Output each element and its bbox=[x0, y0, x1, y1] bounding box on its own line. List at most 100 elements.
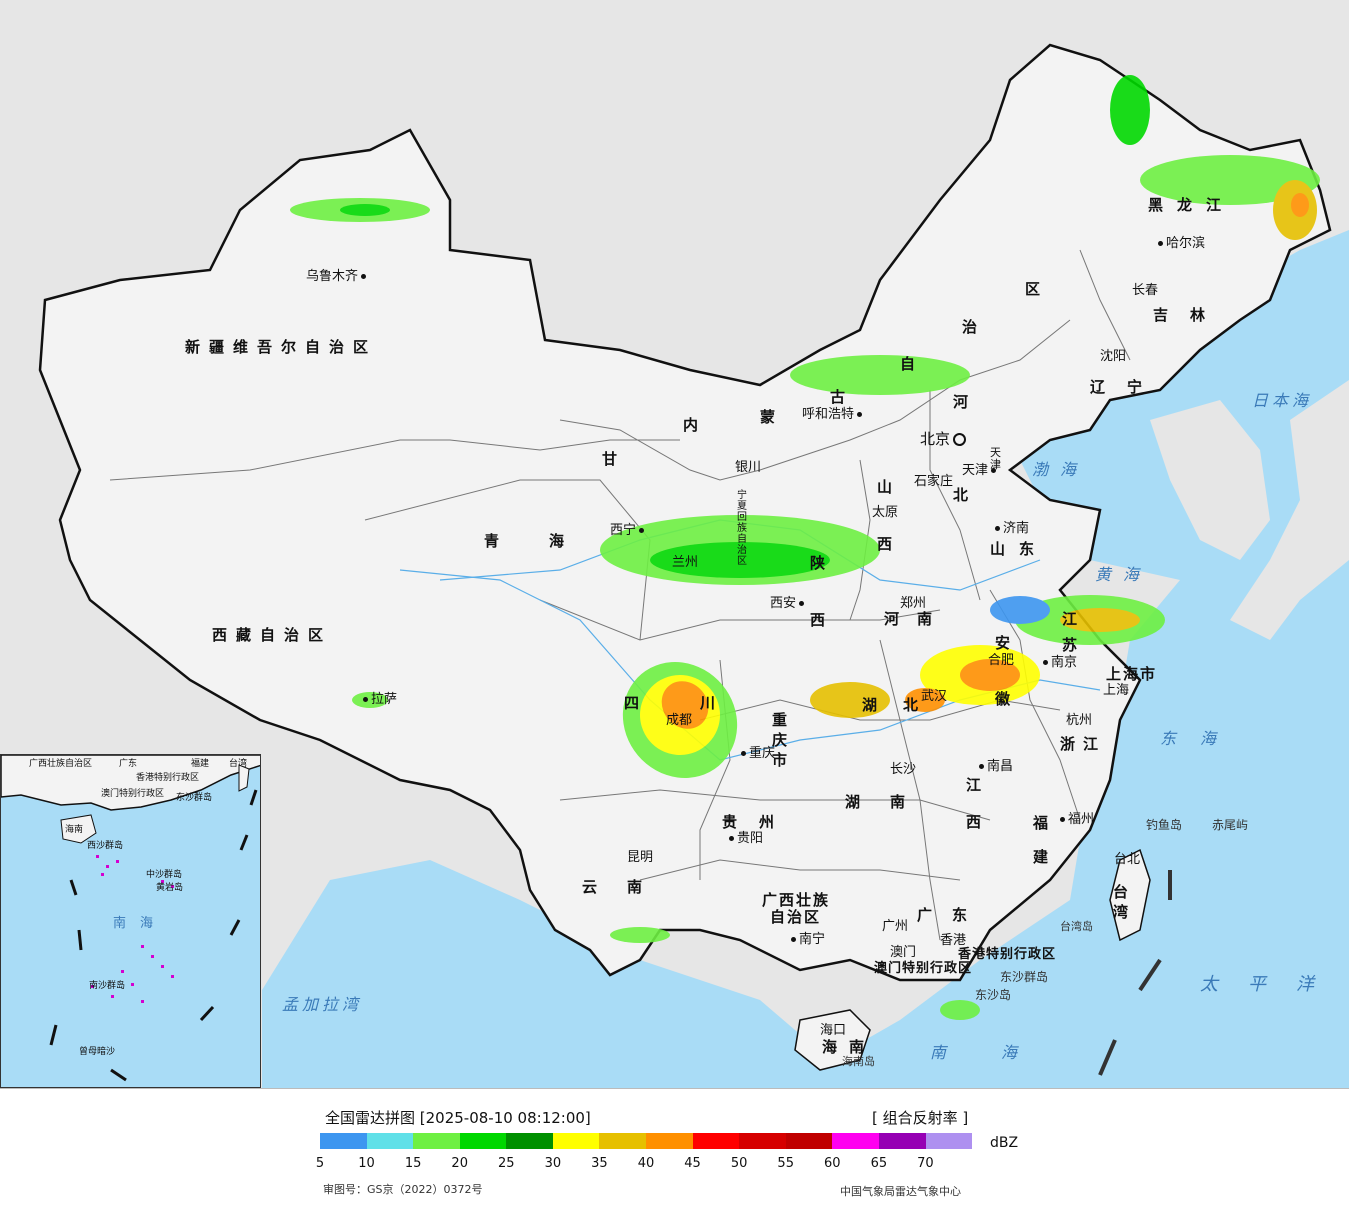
legend-tick: 65 bbox=[870, 1156, 888, 1171]
legend-tick: 70 bbox=[917, 1156, 934, 1171]
legend-swatch-2 bbox=[413, 1133, 460, 1149]
region-jilin: 吉林 bbox=[1153, 306, 1228, 324]
legend-swatch-4 bbox=[506, 1133, 553, 1149]
region-hainan: 海南 bbox=[822, 1038, 877, 1056]
city-macau: 澳门 bbox=[890, 945, 917, 960]
inset-hainan bbox=[60, 814, 97, 844]
legend-swatch-9 bbox=[739, 1133, 786, 1149]
legend-swatch-11 bbox=[832, 1133, 879, 1149]
legend-tick: 45 bbox=[684, 1156, 701, 1171]
region-neimenggu-3: 古 bbox=[830, 388, 855, 406]
region-fujian-1: 福 bbox=[1033, 814, 1058, 832]
south-china-sea-inset: 广西壮族自治区 广东 福建 台湾 香港特别行政区 澳门特别行政区 东沙群岛 海南… bbox=[0, 754, 261, 1088]
city-shanghai: 上海 bbox=[1103, 683, 1130, 698]
label-chiwei: 赤尾屿 bbox=[1212, 818, 1249, 832]
region-shandong: 山东 bbox=[990, 540, 1049, 558]
region-shaanxi-2: 西 bbox=[810, 611, 835, 629]
city-nanjing: 南京 bbox=[1040, 656, 1077, 670]
legend-colorbar bbox=[320, 1133, 973, 1149]
inset-macau: 澳门特别行政区 bbox=[101, 789, 165, 799]
region-hunan: 湖南 bbox=[845, 793, 936, 811]
city-shijiazhuang: 石家庄 bbox=[914, 474, 954, 489]
city-changchun: 长春 bbox=[1132, 283, 1159, 298]
city-harbin: 哈尔滨 bbox=[1155, 237, 1205, 251]
legend-swatch-6 bbox=[599, 1133, 647, 1149]
region-shaanxi-1: 陕 bbox=[810, 554, 835, 572]
sea-area bbox=[262, 230, 1349, 1088]
japan-land bbox=[1230, 380, 1349, 640]
radar-echoes bbox=[290, 75, 1320, 1020]
region-neimenggu-5: 治 bbox=[962, 318, 987, 336]
region-guangxi-2: 自治区 bbox=[770, 908, 822, 926]
region-qinghai: 青海 bbox=[484, 532, 615, 550]
inset-boundary-dashes bbox=[49, 789, 258, 1082]
legend-swatch-7 bbox=[646, 1133, 693, 1149]
inset-hk: 香港特别行政区 bbox=[136, 773, 200, 783]
city-chongqing: 重庆 bbox=[738, 747, 775, 761]
inset-nanhai: 南海 bbox=[113, 916, 168, 931]
city-beijing: 北京 bbox=[920, 432, 967, 447]
city-xian: 西安 bbox=[770, 597, 807, 611]
region-hk: 香港特别行政区 bbox=[958, 947, 1057, 962]
sea-huanghai: 黄海 bbox=[1095, 565, 1152, 584]
region-xinjiang: 新疆维吾尔自治区 bbox=[185, 338, 378, 356]
taiwan-land bbox=[1109, 848, 1151, 942]
radar-map: 新疆维吾尔自治区 西藏自治区 青海 甘 内 蒙 古 自 治 区 黑龙江 吉林 辽… bbox=[0, 0, 1349, 1088]
region-shanghai: 上海市 bbox=[1106, 665, 1158, 683]
city-nanning: 南宁 bbox=[788, 933, 825, 947]
sea-bengal: 孟加拉湾 bbox=[282, 995, 363, 1014]
inset-zengmu: 曾母暗沙 bbox=[79, 1047, 116, 1057]
city-guangzhou: 广州 bbox=[882, 919, 909, 934]
label-dongshadao: 东沙岛 bbox=[975, 988, 1012, 1002]
city-tianjin: 天津 bbox=[962, 464, 999, 478]
inset-nansha: 南沙群岛 bbox=[89, 981, 126, 991]
region-jiangsu-2: 苏 bbox=[1062, 636, 1087, 654]
region-hebei-2: 北 bbox=[953, 486, 978, 504]
city-fuzhou: 福州 bbox=[1057, 813, 1094, 827]
region-sichuan-1: 四 bbox=[624, 694, 649, 712]
city-changsha: 长沙 bbox=[890, 762, 917, 777]
region-liaoning: 辽宁 bbox=[1090, 378, 1165, 396]
region-guizhou: 贵州 bbox=[722, 813, 797, 831]
legend-swatch-12 bbox=[878, 1133, 926, 1149]
region-zhejiang: 浙江 bbox=[1060, 735, 1107, 753]
sea-donghai: 东海 bbox=[1160, 729, 1241, 748]
legend-tick: 25 bbox=[498, 1156, 515, 1171]
city-jinan: 济南 bbox=[992, 522, 1029, 536]
legend-swatch-3 bbox=[459, 1133, 507, 1149]
region-neimenggu-6: 区 bbox=[1025, 280, 1050, 298]
inset-guangxi: 广西壮族自治区 bbox=[29, 759, 93, 769]
sea-pacific: 太平洋 bbox=[1200, 974, 1344, 995]
city-chengdu: 成都 bbox=[666, 713, 693, 728]
legend-tick: 55 bbox=[777, 1156, 794, 1171]
region-guangxi-1: 广西壮族 bbox=[762, 891, 831, 909]
sea-japan: 日本海 bbox=[1252, 391, 1313, 410]
legend-swatch-8 bbox=[692, 1133, 740, 1149]
legend-tick: 35 bbox=[591, 1156, 608, 1171]
region-chongqing: 重庆市 bbox=[772, 711, 797, 769]
region-anhui-2: 徽 bbox=[995, 690, 1020, 708]
region-hebei-1: 河 bbox=[953, 393, 978, 411]
inset-xisha: 西沙群岛 bbox=[87, 841, 124, 851]
inset-taiwan bbox=[238, 764, 250, 792]
city-hohhot: 呼和浩特 bbox=[802, 408, 865, 422]
region-jiangsu-1: 江 bbox=[1062, 610, 1087, 628]
legend-swatch-0 bbox=[320, 1133, 367, 1149]
city-guiyang: 贵阳 bbox=[726, 832, 763, 846]
label-dongsha: 东沙群岛 bbox=[1000, 970, 1049, 984]
legend-unit: dBZ bbox=[990, 1135, 1019, 1151]
city-lanzhou: 兰州 bbox=[672, 555, 699, 570]
region-jiangxi-2: 西 bbox=[966, 813, 991, 831]
region-sichuan-2: 川 bbox=[700, 694, 725, 712]
inset-huangyan: 黄岩岛 bbox=[156, 883, 184, 893]
legend-tick: 60 bbox=[824, 1156, 841, 1171]
city-taiyuan: 太原 bbox=[872, 505, 899, 520]
city-zhengzhou: 郑州 bbox=[900, 596, 927, 611]
region-yunnan: 云南 bbox=[582, 878, 673, 896]
legend-tick: 20 bbox=[451, 1156, 468, 1171]
legend-swatch-10 bbox=[785, 1133, 833, 1149]
city-hefei: 合肥 bbox=[988, 653, 1015, 668]
sea-bohai: 渤海 bbox=[1032, 460, 1089, 479]
label-taiwandao: 台湾岛 bbox=[1060, 920, 1093, 933]
inset-hainan: 海南 bbox=[65, 825, 84, 835]
